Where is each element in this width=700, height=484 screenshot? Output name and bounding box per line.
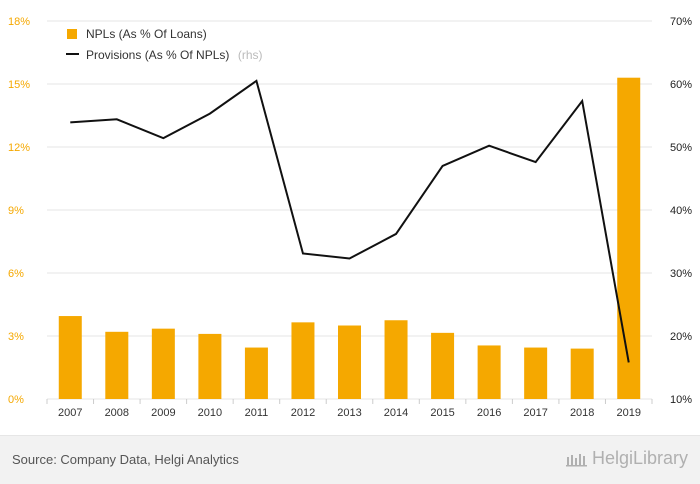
footer: Source: Company Data, Helgi Analytics He… bbox=[0, 435, 700, 484]
bar bbox=[198, 334, 221, 399]
right-tick-label: 10% bbox=[670, 394, 692, 406]
brand-name: HelgiLibrary bbox=[592, 448, 688, 469]
x-tick-label: 2015 bbox=[430, 407, 454, 419]
left-tick-label: 0% bbox=[8, 394, 24, 406]
library-icon bbox=[566, 451, 588, 467]
right-tick-label: 40% bbox=[670, 205, 692, 217]
x-tick-label: 2013 bbox=[337, 407, 361, 419]
legend-swatch-bar bbox=[67, 29, 77, 39]
right-tick-label: 60% bbox=[670, 79, 692, 91]
x-tick-label: 2007 bbox=[58, 407, 82, 419]
brand-logo: HelgiLibrary bbox=[566, 448, 688, 469]
bar bbox=[478, 345, 501, 399]
bar bbox=[291, 322, 314, 399]
left-tick-label: 9% bbox=[8, 205, 24, 217]
bar bbox=[431, 333, 454, 399]
x-tick-label: 2011 bbox=[245, 407, 269, 419]
legend-label-npls: NPLs (As % Of Loans) bbox=[86, 27, 207, 41]
left-tick-label: 3% bbox=[8, 331, 24, 343]
right-axis: 10% 20% 30% 40% 50% 60% 70% bbox=[670, 16, 692, 406]
x-tick-label: 2012 bbox=[291, 407, 315, 419]
right-tick-label: 50% bbox=[670, 142, 692, 154]
bar bbox=[245, 348, 268, 399]
x-tick-label: 2017 bbox=[523, 407, 547, 419]
left-tick-label: 18% bbox=[8, 16, 30, 28]
left-axis: 0% 3% 6% 9% 12% 15% 18% bbox=[8, 16, 30, 406]
right-tick-label: 30% bbox=[670, 268, 692, 280]
legend: NPLs (As % Of Loans) Provisions (As % Of… bbox=[66, 27, 263, 63]
x-tick-label: 2014 bbox=[384, 407, 408, 419]
bar bbox=[152, 329, 175, 399]
chart: 0%3%6%9%12%15%18% 10%20%30%40%50%60%70% … bbox=[0, 0, 700, 435]
bar bbox=[105, 332, 128, 399]
right-tick-label: 70% bbox=[670, 16, 692, 28]
x-tick-label: 2016 bbox=[477, 407, 501, 419]
x-tick-label: 2019 bbox=[616, 407, 640, 419]
x-axis: 2007 2008 2009 2010 2011 2012 2013 2014 2015 2016… bbox=[47, 399, 652, 419]
legend-label-provisions: Provisions (As % Of NPLs) (rhs) bbox=[86, 46, 263, 63]
bar bbox=[571, 349, 594, 399]
left-tick-label: 6% bbox=[8, 268, 24, 280]
bar bbox=[617, 78, 640, 399]
source-text: Source: Company Data, Helgi Analytics bbox=[12, 452, 239, 467]
bar bbox=[59, 316, 82, 399]
bar bbox=[524, 348, 547, 399]
provisions-line bbox=[70, 81, 628, 363]
x-tick-label: 2010 bbox=[198, 407, 222, 419]
bar bbox=[338, 326, 361, 400]
x-tick-label: 2009 bbox=[151, 407, 175, 419]
bar bbox=[385, 320, 408, 399]
line-series bbox=[70, 81, 628, 363]
x-tick-label: 2008 bbox=[105, 407, 129, 419]
left-tick-label: 15% bbox=[8, 79, 30, 91]
x-tick-label: 2018 bbox=[570, 407, 594, 419]
right-tick-label: 20% bbox=[670, 331, 692, 343]
legend-label-provisions-name: Provisions (As % Of NPLs) bbox=[86, 48, 229, 62]
legend-label-rhs: (rhs) bbox=[238, 48, 263, 62]
left-tick-label: 12% bbox=[8, 142, 30, 154]
bar-series bbox=[59, 78, 640, 399]
